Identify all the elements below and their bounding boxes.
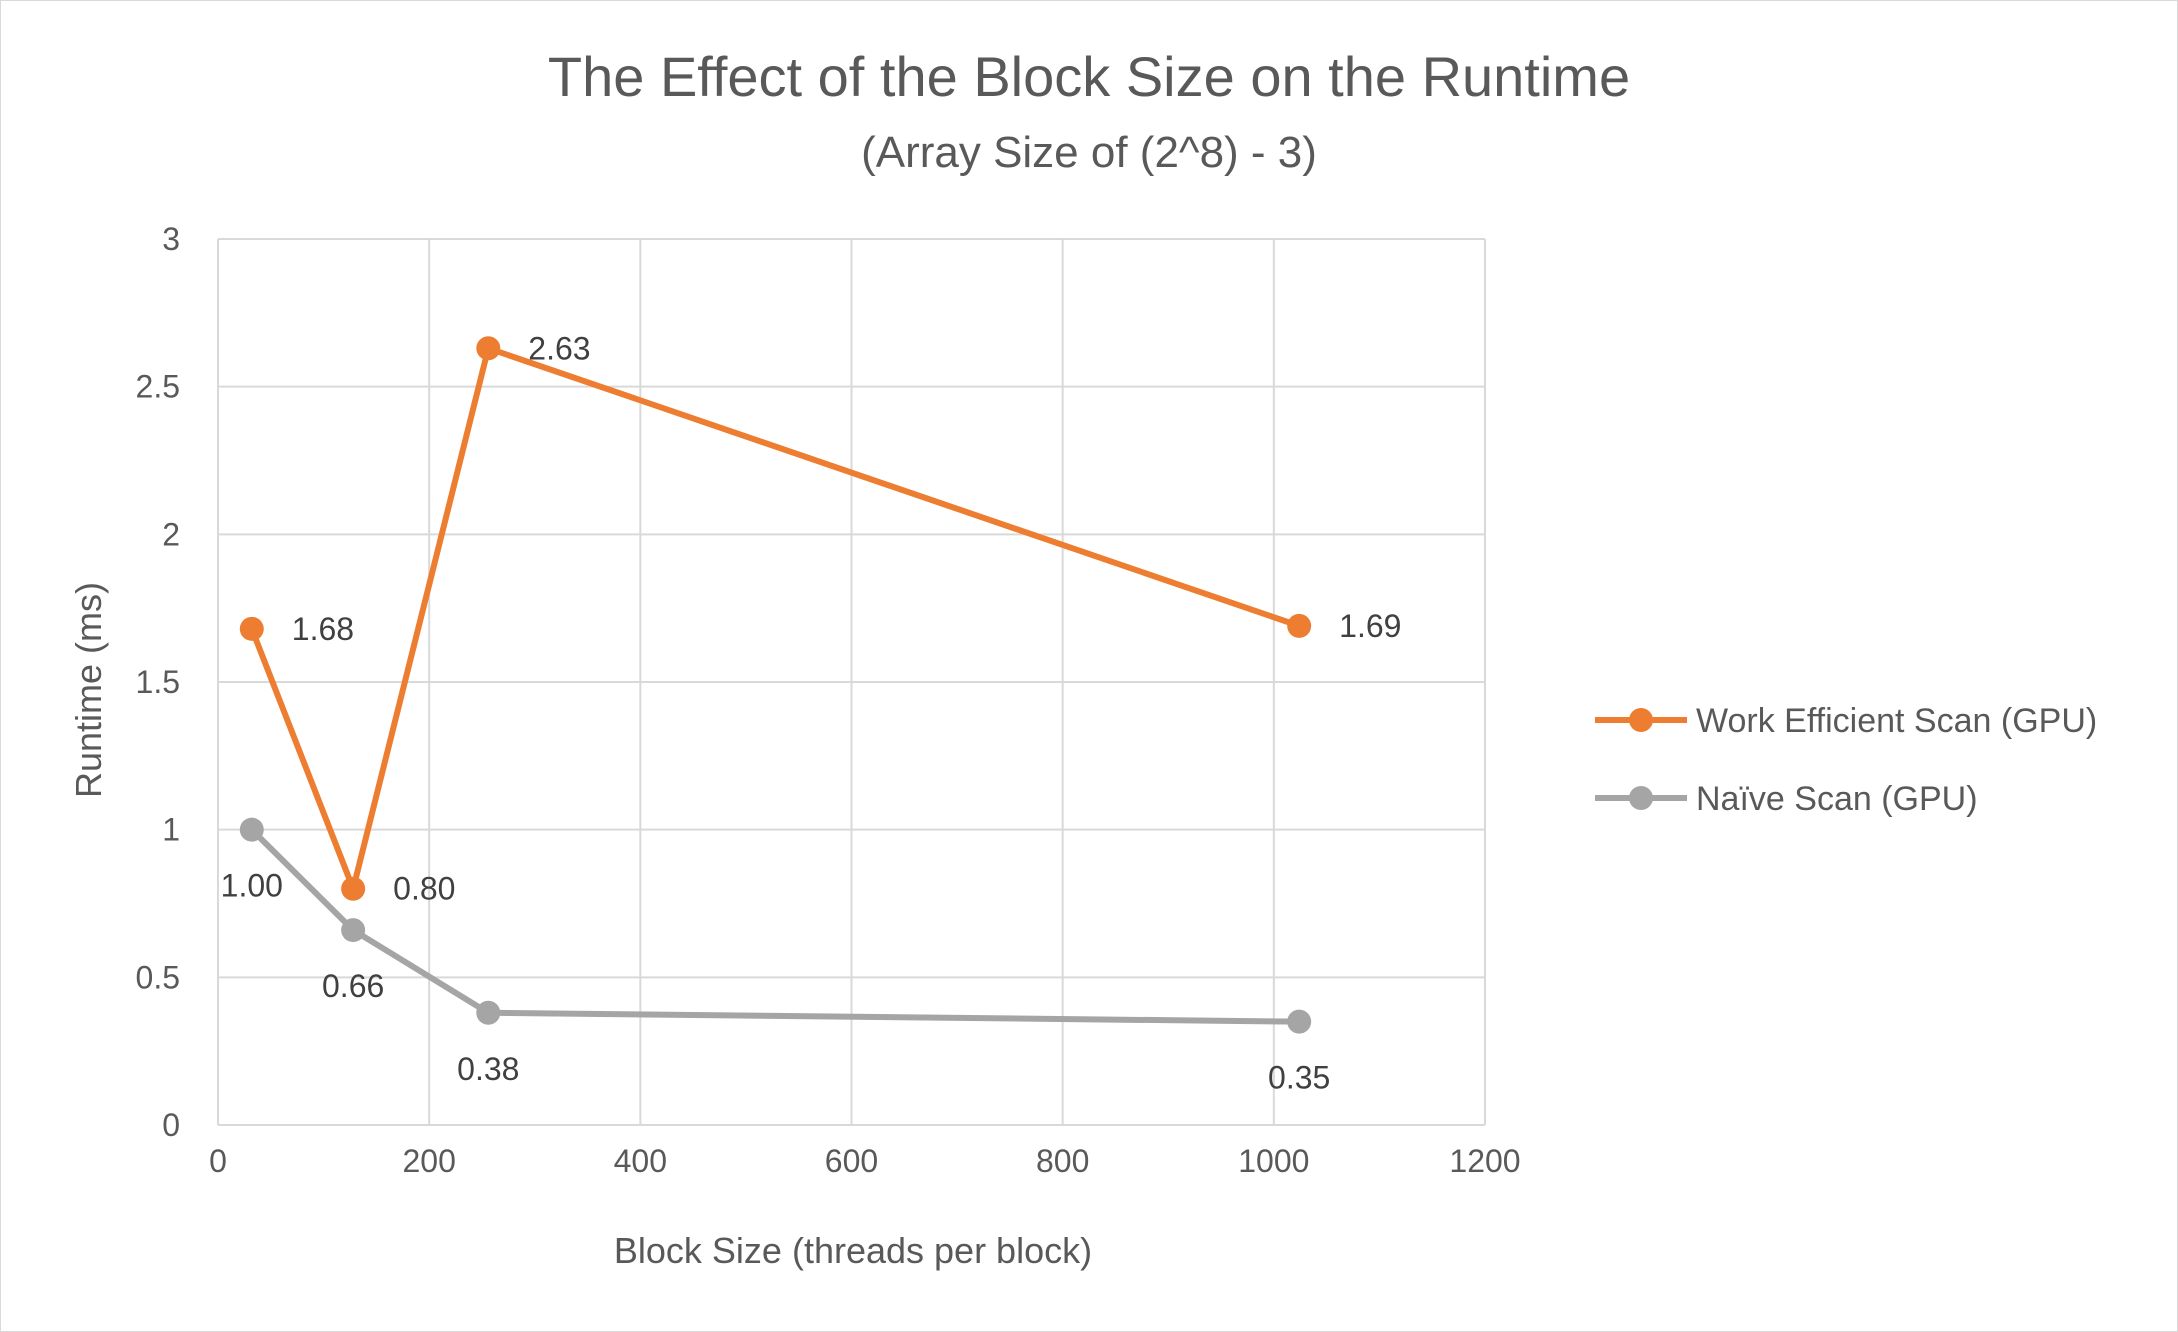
data-label: 0.80 bbox=[393, 871, 455, 907]
series-line bbox=[248, 826, 1303, 1025]
series-line bbox=[248, 345, 1303, 892]
y-tick-label: 0 bbox=[162, 1107, 180, 1143]
y-tick-label: 2.5 bbox=[136, 369, 180, 405]
legend-swatch-marker bbox=[1629, 708, 1653, 732]
data-point[interactable] bbox=[1287, 1009, 1312, 1034]
x-tick-label: 800 bbox=[1036, 1143, 1089, 1179]
data-label: 0.38 bbox=[457, 1051, 519, 1087]
series-group: 1.68 0.80 2.63 1.69 1.00 0.66 0.38 0.35 bbox=[221, 330, 1402, 1095]
legend-swatch-marker bbox=[1629, 786, 1653, 810]
y-tick-label: 2 bbox=[162, 516, 180, 552]
chart-subtitle: (Array Size of (2^8) - 3) bbox=[861, 128, 1317, 177]
x-tick-label: 0 bbox=[209, 1143, 227, 1179]
data-label: 1.69 bbox=[1339, 608, 1401, 644]
legend: Work Efficient Scan (GPU) Naïve Scan (GPU… bbox=[1595, 702, 2097, 818]
legend-item[interactable]: Naïve Scan (GPU) bbox=[1595, 780, 1978, 818]
series-naive: 1.00 0.66 0.38 0.35 bbox=[221, 817, 1330, 1096]
x-axis-title: Block Size (threads per block) bbox=[614, 1230, 1092, 1271]
y-tick-label: 1 bbox=[162, 812, 180, 848]
data-label: 2.63 bbox=[528, 330, 590, 366]
x-tick-label: 200 bbox=[402, 1143, 455, 1179]
x-tick-label: 600 bbox=[825, 1143, 878, 1179]
y-tick-label: 0.5 bbox=[136, 959, 180, 995]
data-label: 1.68 bbox=[292, 611, 354, 647]
y-tick-label: 1.5 bbox=[136, 664, 180, 700]
chart-title: The Effect of the Block Size on the Runt… bbox=[548, 45, 1630, 108]
gridlines bbox=[217, 238, 1486, 1126]
x-tick-label: 1200 bbox=[1449, 1143, 1520, 1179]
data-label: 0.35 bbox=[1268, 1060, 1330, 1096]
legend-label: Naïve Scan (GPU) bbox=[1696, 780, 1978, 818]
legend-item[interactable]: Work Efficient Scan (GPU) bbox=[1595, 702, 2097, 740]
data-label: 1.00 bbox=[221, 868, 283, 904]
data-point[interactable] bbox=[341, 876, 366, 901]
data-point[interactable] bbox=[476, 336, 501, 361]
data-label: 0.66 bbox=[322, 968, 384, 1004]
legend-label: Work Efficient Scan (GPU) bbox=[1696, 702, 2097, 740]
x-tick-label: 400 bbox=[614, 1143, 667, 1179]
tick-labels: 0 0.5 1 1.5 2 2.5 3 0 200 400 600 800 1000 1200 bbox=[136, 221, 1521, 1179]
data-point[interactable] bbox=[239, 616, 264, 641]
data-point[interactable] bbox=[476, 1000, 501, 1025]
data-point[interactable] bbox=[239, 817, 264, 842]
y-axis-title: Runtime (ms) bbox=[68, 582, 109, 798]
data-point[interactable] bbox=[341, 918, 366, 943]
y-tick-label: 3 bbox=[162, 221, 180, 257]
series-work-efficient: 1.68 0.80 2.63 1.69 bbox=[239, 330, 1401, 907]
data-point[interactable] bbox=[1287, 613, 1312, 638]
x-tick-label: 1000 bbox=[1238, 1143, 1309, 1179]
